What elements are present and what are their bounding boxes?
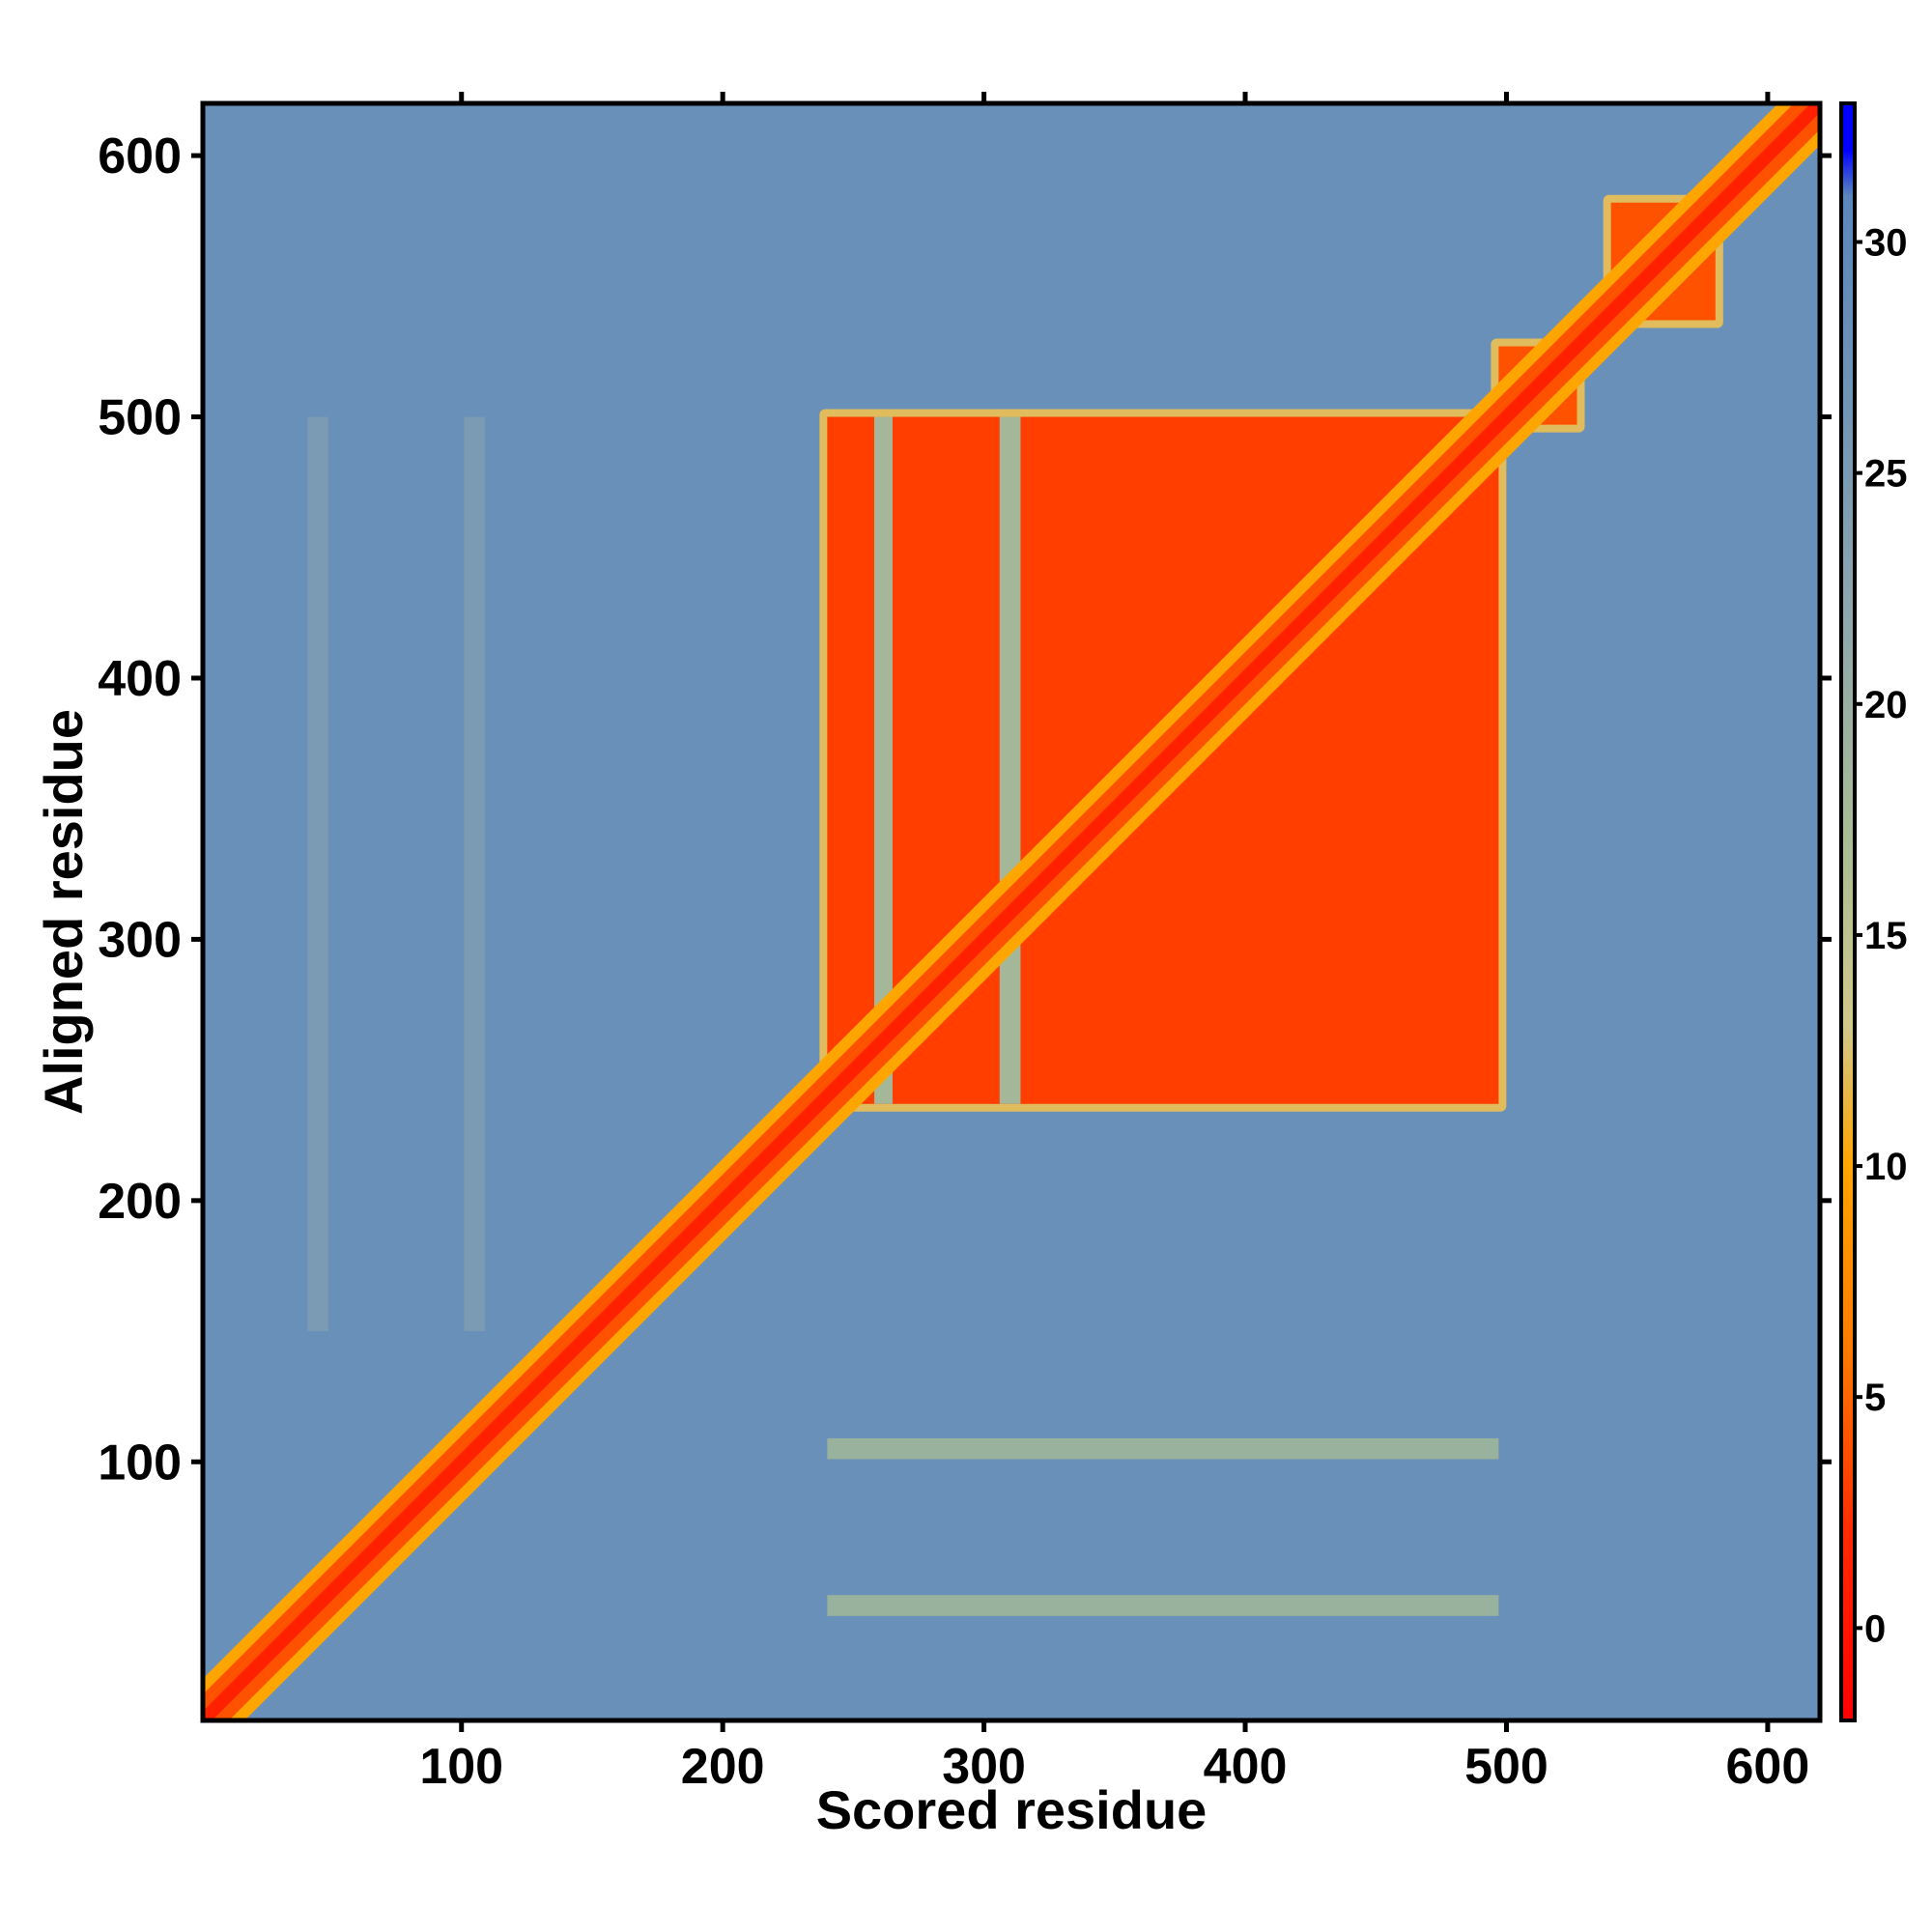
x-tick-label: 300 — [942, 1739, 1026, 1795]
x-tick-label: 200 — [681, 1739, 765, 1795]
y-tick-label: 600 — [98, 128, 182, 185]
y-tick-label: 500 — [98, 390, 182, 446]
x-tick-label: 100 — [419, 1739, 503, 1795]
colorbar: 0 5 10 15 20 25 30 — [1839, 101, 1908, 1722]
colorbar-tick-label: 25 — [1864, 453, 1908, 496]
y-axis: 100 200 300 400 500 600 — [98, 128, 1832, 1491]
heatmap-faint-band — [827, 1437, 1499, 1460]
heatmap-faint-band — [827, 1595, 1499, 1616]
plot-frame — [200, 100, 1823, 1723]
colorbar-tick-label: 15 — [1864, 915, 1908, 957]
colorbar-gradient — [1839, 101, 1857, 1722]
x-tick-label: 600 — [1726, 1739, 1810, 1795]
plot-area — [203, 103, 1820, 1720]
colorbar-tick-label: 30 — [1864, 221, 1908, 264]
y-tick-label: 200 — [98, 1174, 182, 1230]
y-tick-label: 100 — [98, 1435, 182, 1491]
x-axis-title: Scored residue — [816, 1779, 1208, 1840]
heatmap-faint-band — [307, 416, 328, 1332]
heatmap-faint-band — [464, 416, 486, 1332]
x-tick-label: 400 — [1204, 1739, 1288, 1795]
heatmap-diagonal-core — [203, 103, 1820, 1720]
colorbar-tick-label: 0 — [1864, 1607, 1886, 1650]
x-axis: 100 200 300 400 500 600 — [419, 92, 1809, 1795]
y-tick-label: 300 — [98, 912, 182, 968]
colorbar-tick-label: 10 — [1864, 1146, 1908, 1188]
heatmap-block-gap — [874, 416, 893, 1104]
colorbar-tick-label: 20 — [1864, 684, 1908, 726]
heatmap-block-gap — [999, 416, 1021, 1104]
y-axis-title: Aligned residue — [33, 709, 94, 1115]
y-tick-label: 400 — [98, 651, 182, 707]
x-tick-label: 500 — [1464, 1739, 1548, 1795]
colorbar-tick-label: 5 — [1864, 1377, 1886, 1419]
